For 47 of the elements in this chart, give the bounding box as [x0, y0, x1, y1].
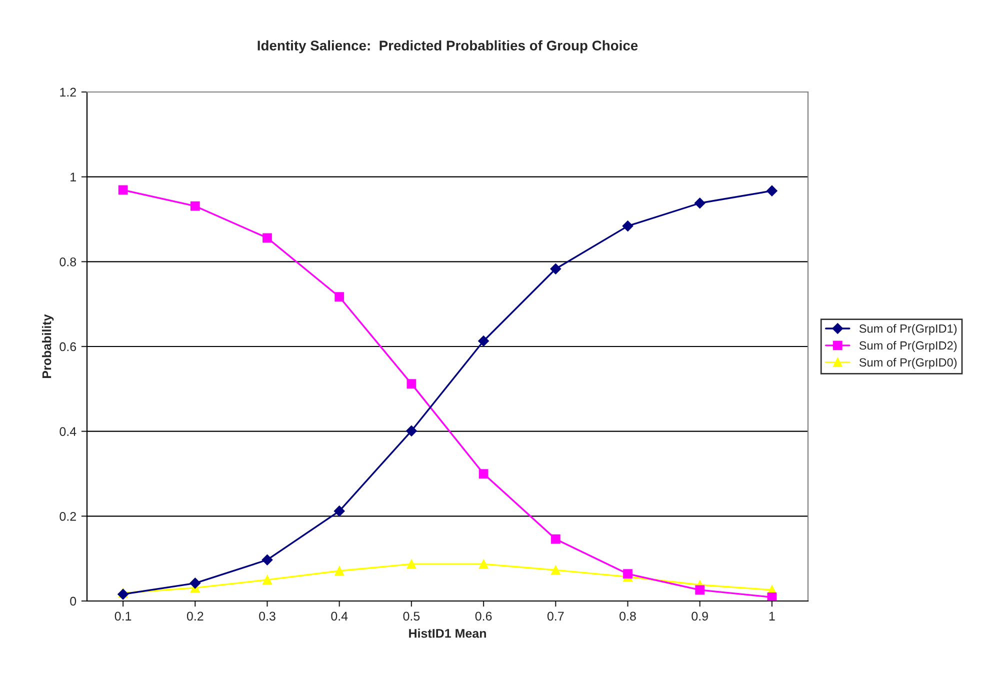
point: [118, 185, 128, 195]
y-tick-label: 0.6: [60, 342, 76, 352]
point: [694, 198, 706, 209]
point: [695, 585, 705, 595]
legend-label: Sum of Pr(GrpID0): [859, 358, 957, 369]
chart-title: Identity Salience: Predicted Probablities of Group Choice: [258, 40, 638, 54]
point: [334, 292, 344, 302]
x-tick-label: 0.2: [186, 612, 204, 621]
point: [190, 578, 201, 589]
point: [767, 592, 777, 601]
y-tick-label: 0.4: [60, 427, 76, 436]
legend-label: Sum of Pr(GrpID2): [859, 340, 957, 352]
y-tick-label: 0.2: [60, 512, 76, 521]
point: [262, 554, 273, 566]
point: [766, 185, 778, 196]
y-tick-label: 0.8: [60, 257, 76, 266]
y-tick-label: 1: [70, 172, 76, 182]
point: [622, 220, 634, 232]
point: [406, 559, 416, 569]
point: [334, 506, 345, 517]
point: [262, 575, 272, 584]
point: [334, 566, 344, 576]
point: [406, 425, 417, 436]
x-tick-label: 0.8: [620, 612, 636, 621]
x-tick-label: 0.1: [114, 612, 132, 621]
point: [190, 201, 200, 211]
point: [406, 379, 416, 389]
point: [478, 559, 488, 569]
point: [550, 565, 560, 575]
point: [550, 263, 562, 274]
point: [262, 233, 272, 243]
x-tick-label: 0.9: [692, 612, 708, 621]
x-axis-title: HistID1 Mean: [409, 628, 486, 638]
y-axis-title: Probability: [42, 314, 54, 378]
point: [478, 469, 488, 478]
point: [478, 336, 489, 346]
x-tick-label: 1: [769, 612, 775, 620]
legend-label: Sum of Pr(GrpID1): [859, 324, 957, 336]
x-tick-label: 0.6: [475, 612, 492, 621]
x-tick-label: 0.5: [403, 612, 420, 621]
x-tick-label: 0.3: [259, 612, 276, 621]
x-tick-label: 0.4: [331, 612, 348, 621]
y-tick-label: 0: [70, 596, 76, 606]
point: [623, 569, 632, 579]
y-tick-label: 1.2: [60, 88, 76, 97]
x-tick-label: 0.7: [547, 612, 564, 621]
point: [550, 534, 560, 544]
